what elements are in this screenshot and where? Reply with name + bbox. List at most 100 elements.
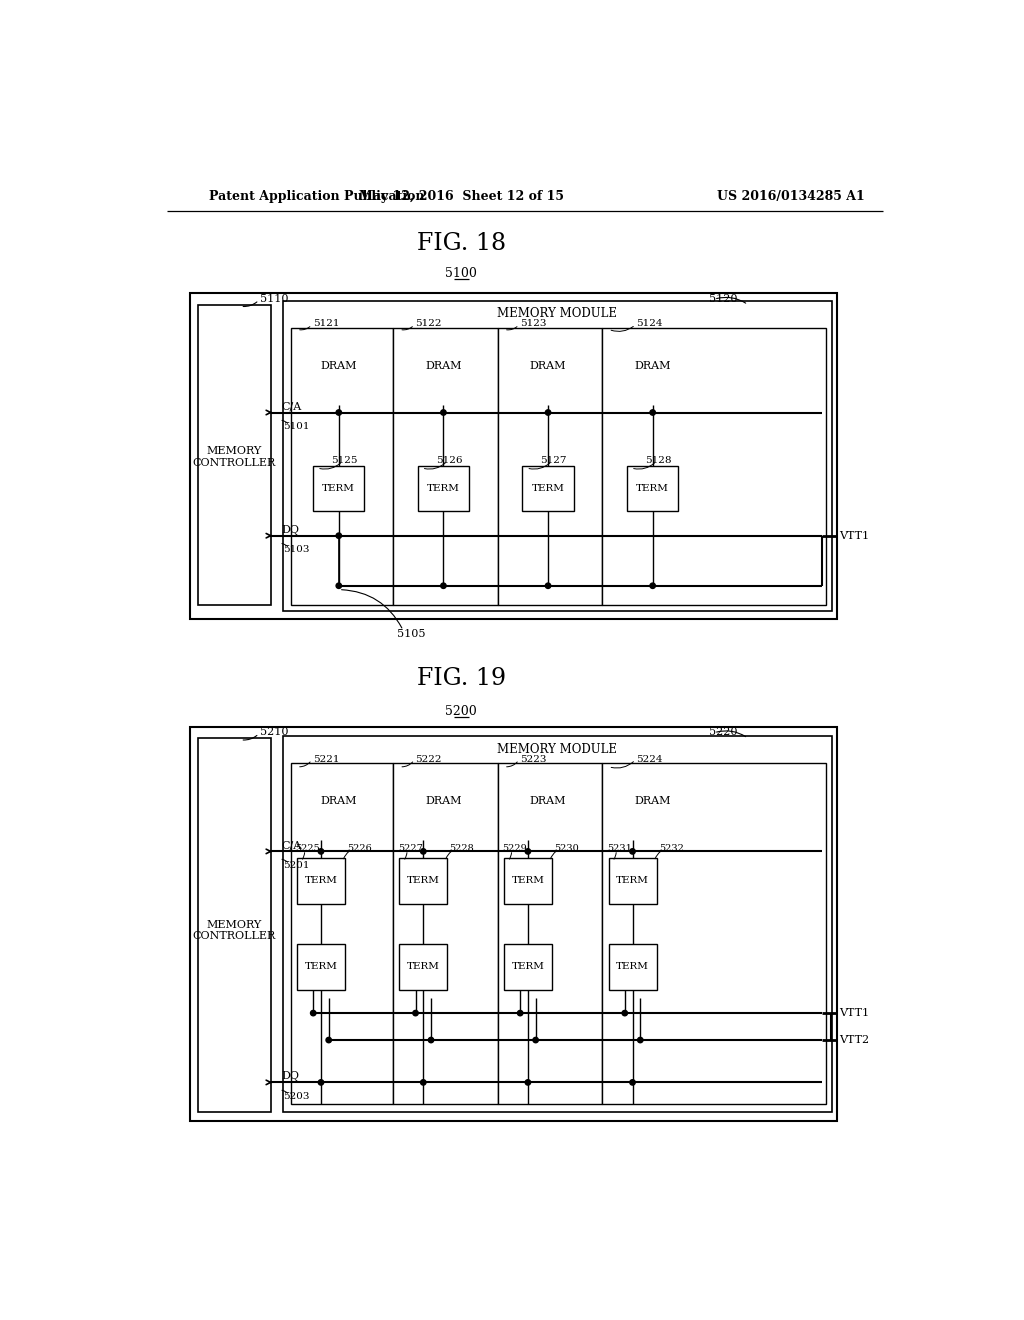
Text: 5110: 5110 — [260, 293, 288, 304]
Circle shape — [638, 1038, 643, 1043]
Circle shape — [546, 409, 551, 416]
Bar — [190, 293, 838, 619]
Circle shape — [336, 583, 342, 589]
Text: MEMORY: MEMORY — [207, 446, 262, 455]
Bar — [399, 944, 447, 990]
Text: TERM: TERM — [407, 876, 439, 886]
Text: TERM: TERM — [636, 484, 669, 494]
Circle shape — [525, 849, 530, 854]
Bar — [393, 763, 498, 1104]
Text: DRAM: DRAM — [425, 362, 462, 371]
Text: MEMORY: MEMORY — [207, 920, 262, 929]
Bar — [291, 327, 393, 605]
Bar — [602, 327, 825, 605]
Text: TERM: TERM — [531, 484, 564, 494]
Circle shape — [630, 1080, 635, 1085]
Bar — [602, 763, 825, 1104]
Text: DRAM: DRAM — [321, 796, 357, 807]
Circle shape — [546, 583, 551, 589]
Bar — [498, 327, 602, 605]
Text: 5101: 5101 — [283, 422, 309, 430]
Bar — [393, 327, 498, 605]
Circle shape — [650, 583, 655, 589]
Text: DRAM: DRAM — [321, 362, 357, 371]
Bar — [504, 944, 552, 990]
Circle shape — [421, 849, 426, 854]
Circle shape — [336, 409, 342, 416]
Text: FIG. 18: FIG. 18 — [417, 231, 506, 255]
Text: 5220: 5220 — [710, 727, 737, 737]
Text: DRAM: DRAM — [635, 796, 671, 807]
Text: TERM: TERM — [323, 484, 355, 494]
Circle shape — [440, 409, 446, 416]
Circle shape — [310, 1010, 316, 1016]
Text: 5100: 5100 — [445, 268, 477, 280]
Bar — [399, 858, 447, 904]
Circle shape — [421, 1080, 426, 1085]
Text: MEMORY MODULE: MEMORY MODULE — [498, 743, 617, 756]
Text: 5123: 5123 — [520, 319, 546, 329]
Text: May 12, 2016  Sheet 12 of 15: May 12, 2016 Sheet 12 of 15 — [358, 190, 564, 203]
Text: 5222: 5222 — [415, 755, 441, 763]
Circle shape — [326, 1038, 332, 1043]
Text: MEMORY MODULE: MEMORY MODULE — [498, 308, 617, 321]
Text: TERM: TERM — [511, 962, 545, 972]
Text: 5125: 5125 — [331, 455, 357, 465]
Text: 5231: 5231 — [607, 843, 632, 853]
Bar — [291, 763, 393, 1104]
Text: TERM: TERM — [304, 962, 338, 972]
Circle shape — [650, 409, 655, 416]
Text: 5229: 5229 — [503, 843, 527, 853]
Text: 5203: 5203 — [283, 1092, 309, 1101]
Bar — [283, 301, 831, 611]
Text: 5224: 5224 — [636, 755, 663, 763]
Text: 5103: 5103 — [283, 545, 309, 554]
Text: 5225: 5225 — [295, 843, 321, 853]
Text: 5221: 5221 — [312, 755, 339, 763]
Circle shape — [517, 1010, 523, 1016]
Text: C/A: C/A — [282, 401, 302, 412]
Text: 5230: 5230 — [554, 843, 579, 853]
Text: DRAM: DRAM — [635, 362, 671, 371]
Text: 5121: 5121 — [312, 319, 339, 329]
Text: 5210: 5210 — [260, 727, 288, 737]
Text: 5201: 5201 — [283, 861, 309, 870]
Text: VTT2: VTT2 — [839, 1035, 868, 1045]
Bar — [504, 858, 552, 904]
Circle shape — [336, 533, 342, 539]
Text: 5128: 5128 — [645, 455, 672, 465]
Text: TERM: TERM — [511, 876, 545, 886]
Circle shape — [532, 1038, 539, 1043]
Text: 5223: 5223 — [520, 755, 546, 763]
Circle shape — [630, 849, 635, 854]
Text: DQ: DQ — [282, 1072, 299, 1081]
Text: 5226: 5226 — [347, 843, 372, 853]
Circle shape — [318, 849, 324, 854]
Text: DRAM: DRAM — [529, 796, 566, 807]
Bar — [418, 466, 469, 511]
Text: TERM: TERM — [616, 962, 649, 972]
Text: 5105: 5105 — [396, 630, 425, 639]
Text: TERM: TERM — [304, 876, 338, 886]
Text: Patent Application Publication: Patent Application Publication — [209, 190, 425, 203]
Text: 5122: 5122 — [415, 319, 441, 329]
Bar — [297, 858, 345, 904]
Text: FIG. 19: FIG. 19 — [417, 667, 506, 689]
Text: DRAM: DRAM — [529, 362, 566, 371]
Circle shape — [525, 1080, 530, 1085]
Bar — [627, 466, 678, 511]
Circle shape — [622, 1010, 628, 1016]
Text: 5228: 5228 — [450, 843, 474, 853]
Text: CONTROLLER: CONTROLLER — [193, 931, 275, 941]
Text: 5232: 5232 — [658, 843, 684, 853]
Bar — [198, 738, 271, 1111]
Text: DRAM: DRAM — [425, 796, 462, 807]
Text: 5124: 5124 — [636, 319, 663, 329]
Text: TERM: TERM — [427, 484, 460, 494]
Text: 5120: 5120 — [710, 293, 737, 304]
Text: 5127: 5127 — [541, 455, 567, 465]
Text: VTT1: VTT1 — [839, 531, 868, 541]
Bar — [198, 305, 271, 605]
Text: TERM: TERM — [407, 962, 439, 972]
Text: 5126: 5126 — [435, 455, 462, 465]
